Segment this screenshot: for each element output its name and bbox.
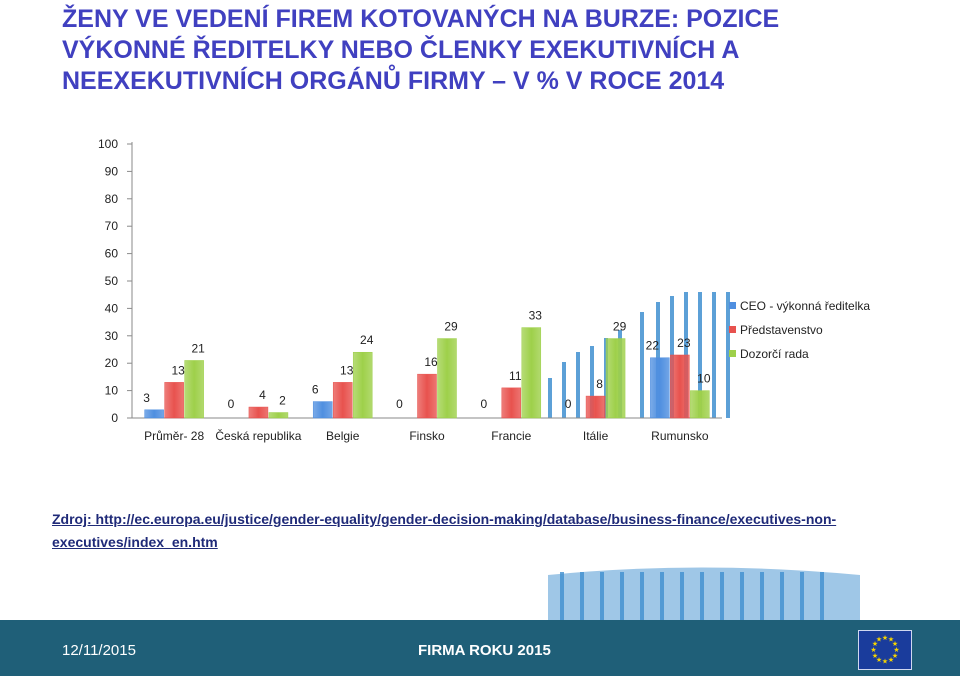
bar-1-3 bbox=[417, 373, 437, 419]
bar-2-2 bbox=[352, 351, 373, 419]
x-tick-label-1: Česká republika bbox=[215, 428, 301, 443]
bar-1-0 bbox=[164, 382, 184, 419]
bar-1-2 bbox=[332, 382, 353, 419]
data-label-0-0: 3 bbox=[143, 391, 150, 405]
data-label-0-6: 22 bbox=[646, 339, 660, 353]
eu-flag-icon: ★ ★ ★ ★ ★ ★ ★ ★ ★ ★ ★ ★ bbox=[858, 630, 912, 670]
data-label-1-5: 8 bbox=[596, 377, 603, 391]
data-label-0-3: 0 bbox=[396, 397, 403, 411]
bar-0-6 bbox=[650, 357, 670, 419]
svg-text:★: ★ bbox=[872, 640, 878, 648]
data-label-1-4: 11 bbox=[509, 369, 522, 383]
y-tick-label-1: 10 bbox=[105, 384, 119, 398]
data-label-2-3: 29 bbox=[444, 320, 458, 334]
chart-legend: CEO - výkonná ředitelka Představenstvo Doz… bbox=[729, 299, 870, 361]
svg-text:★: ★ bbox=[870, 646, 876, 654]
data-labels: 3 0 6 0 0 0 22 13 4 13 16 11 8 23 21 2 24 29 33 29 10 bbox=[143, 309, 711, 411]
bar-0-0 bbox=[144, 409, 164, 419]
bar-2-6 bbox=[690, 390, 710, 419]
y-tick-label-0: 0 bbox=[111, 411, 118, 425]
stripe-6 bbox=[640, 312, 644, 418]
stripe-0 bbox=[548, 378, 552, 418]
bar-1-4 bbox=[501, 387, 522, 419]
bar-2-5 bbox=[605, 338, 626, 419]
bar-0-2 bbox=[312, 401, 333, 419]
data-label-0-4: 0 bbox=[480, 397, 487, 411]
legend-swatch-2 bbox=[729, 350, 736, 357]
slide-title: ŽENY VE VEDENÍ FIREM KOTOVANÝCH NA BURZE… bbox=[62, 5, 780, 95]
stripe-10 bbox=[698, 292, 702, 418]
legend-label-1: Představenstvo bbox=[740, 323, 823, 337]
data-label-1-6: 23 bbox=[677, 336, 691, 350]
x-tick-label-6: Rumunsko bbox=[651, 429, 709, 443]
source-link[interactable]: http://ec.europa.eu/justice/gender-equal… bbox=[52, 511, 837, 550]
source-prefix: Zdroj: bbox=[52, 511, 96, 527]
footer-bar: 12/11/2015 FIRMA ROKU 2015 ★ ★ ★ ★ ★ ★ ★ ★ ★ ★… bbox=[0, 620, 960, 676]
bar-1-6 bbox=[670, 354, 690, 419]
data-label-1-3: 16 bbox=[424, 355, 438, 369]
svg-text:★: ★ bbox=[888, 656, 894, 664]
stripe-12 bbox=[726, 292, 730, 418]
x-tick-label-2: Belgie bbox=[326, 429, 360, 443]
legend-label-0: CEO - výkonná ředitelka bbox=[740, 299, 870, 313]
bar-2-3 bbox=[437, 338, 457, 419]
decorative-stripes bbox=[548, 292, 860, 620]
stripe-1 bbox=[562, 362, 566, 418]
bar-2-0 bbox=[184, 360, 204, 419]
data-label-2-4: 33 bbox=[529, 309, 543, 323]
y-tick-label-2: 20 bbox=[105, 356, 119, 370]
bar-2-4 bbox=[521, 327, 542, 419]
bar-1-5 bbox=[585, 395, 606, 419]
y-tick-label-4: 40 bbox=[105, 301, 119, 315]
svg-text:★: ★ bbox=[892, 652, 898, 660]
data-label-1-2: 13 bbox=[340, 363, 354, 377]
y-tick-label-6: 60 bbox=[105, 247, 119, 261]
y-tick-label-7: 70 bbox=[105, 219, 119, 233]
footer-date: 12/11/2015 bbox=[62, 642, 136, 659]
y-tick-label-5: 50 bbox=[105, 274, 119, 288]
bar-1-1 bbox=[248, 406, 269, 419]
x-tick-label-4: Francie bbox=[491, 429, 531, 443]
legend-swatch-1 bbox=[729, 326, 736, 333]
y-tick-label-3: 30 bbox=[105, 329, 119, 343]
legend-label-2: Dozorčí rada bbox=[740, 347, 809, 361]
svg-text:★: ★ bbox=[872, 652, 878, 660]
stripe-3 bbox=[590, 346, 594, 418]
data-label-1-1: 4 bbox=[259, 388, 266, 402]
footer-event-title: FIRMA ROKU 2015 bbox=[418, 642, 551, 659]
data-label-2-5: 29 bbox=[613, 320, 627, 334]
data-label-2-0: 21 bbox=[191, 341, 205, 355]
stripe-2 bbox=[576, 352, 580, 418]
data-label-0-2: 6 bbox=[312, 383, 319, 397]
y-tick-label-9: 90 bbox=[105, 164, 119, 178]
svg-text:★: ★ bbox=[888, 636, 894, 644]
data-label-0-1: 0 bbox=[228, 397, 235, 411]
svg-text:★: ★ bbox=[892, 640, 898, 648]
svg-text:★: ★ bbox=[876, 636, 882, 644]
source-note: Zdroj: http://ec.europa.eu/justice/gende… bbox=[52, 508, 852, 554]
stripe-11 bbox=[712, 292, 716, 418]
data-label-2-1: 2 bbox=[279, 394, 286, 408]
svg-text:★: ★ bbox=[876, 656, 882, 664]
data-label-2-2: 24 bbox=[360, 333, 374, 347]
x-tick-label-0: Průměr- 28 bbox=[144, 429, 204, 443]
lower-band bbox=[548, 567, 860, 620]
x-tick-label-5: Itálie bbox=[583, 429, 609, 443]
data-label-1-0: 13 bbox=[171, 363, 185, 377]
y-tick-label-10: 100 bbox=[98, 137, 118, 151]
svg-text:★: ★ bbox=[893, 646, 899, 654]
bar-2-1 bbox=[268, 412, 289, 419]
data-label-0-5: 0 bbox=[565, 397, 572, 411]
y-tick-label-8: 80 bbox=[105, 192, 119, 206]
x-tick-label-3: Finsko bbox=[409, 429, 445, 443]
svg-text:★: ★ bbox=[882, 658, 888, 666]
legend-swatch-0 bbox=[729, 302, 736, 309]
chart-bars bbox=[144, 327, 710, 419]
data-label-2-6: 10 bbox=[697, 372, 711, 386]
svg-text:★: ★ bbox=[882, 634, 888, 642]
